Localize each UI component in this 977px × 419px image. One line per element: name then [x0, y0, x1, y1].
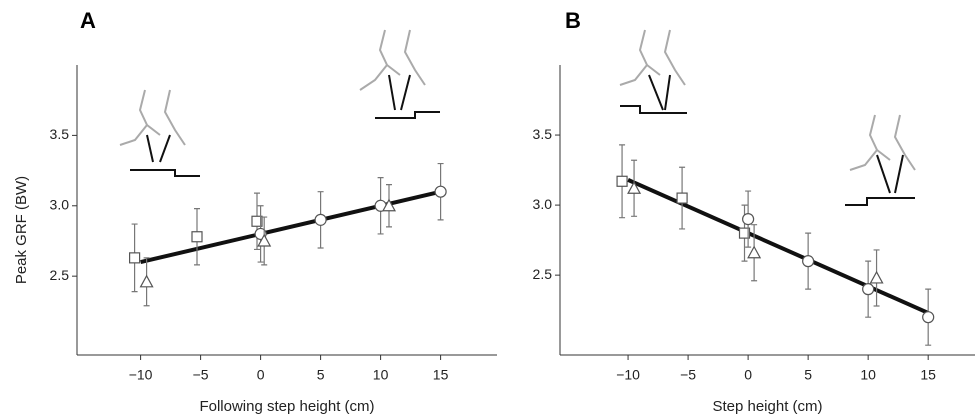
- y-tick-label: 3.0: [533, 196, 553, 212]
- panel-label: A: [80, 8, 96, 33]
- marker-triangle: [747, 245, 762, 259]
- x-tick-label: 0: [257, 367, 265, 383]
- y-tick-label: 2.5: [533, 266, 553, 282]
- x-tick-label: 15: [433, 367, 449, 383]
- marker-triangle: [627, 181, 642, 194]
- illustration: [845, 114, 916, 206]
- x-tick-label: 5: [804, 367, 812, 383]
- y-tick-label: 3.0: [50, 196, 70, 212]
- marker-square: [251, 215, 263, 227]
- marker-triangle: [381, 198, 397, 212]
- x-tick-label: −10: [616, 367, 640, 383]
- marker-triangle: [139, 274, 154, 288]
- fit-line: [140, 189, 442, 265]
- illustration: [619, 29, 687, 114]
- x-axis-label: Step height (cm): [712, 398, 822, 415]
- x-tick-label: 15: [920, 367, 936, 383]
- fit-line: [627, 178, 929, 315]
- marker-circle: [922, 311, 935, 324]
- y-axis-label: Peak GRF (BW): [13, 176, 30, 284]
- marker-square: [738, 227, 751, 239]
- y-tick-label: 2.5: [50, 267, 70, 283]
- marker-circle: [862, 283, 875, 296]
- illustration: [119, 89, 200, 177]
- marker-triangle: [257, 233, 272, 247]
- marker-triangle: [869, 270, 884, 284]
- x-tick-label: 10: [860, 367, 876, 383]
- marker-circle: [314, 213, 327, 226]
- x-tick-label: 5: [317, 367, 325, 383]
- x-tick-label: −5: [680, 367, 696, 383]
- y-tick-label: 3.5: [50, 126, 70, 142]
- x-tick-label: −10: [129, 367, 153, 383]
- marker-square: [616, 175, 628, 187]
- marker-circle: [802, 255, 815, 268]
- y-tick-label: 3.5: [533, 126, 553, 142]
- marker-circle: [742, 213, 755, 226]
- illustration: [359, 29, 440, 119]
- panel-label: B: [565, 8, 581, 33]
- marker-square: [676, 192, 688, 204]
- marker-circle: [434, 185, 447, 198]
- marker-square: [191, 231, 203, 243]
- x-tick-label: −5: [193, 367, 209, 383]
- x-tick-label: 0: [744, 367, 752, 383]
- x-axis-label: Following step height (cm): [199, 398, 374, 415]
- marker-square: [129, 252, 141, 264]
- x-tick-label: 10: [373, 367, 389, 383]
